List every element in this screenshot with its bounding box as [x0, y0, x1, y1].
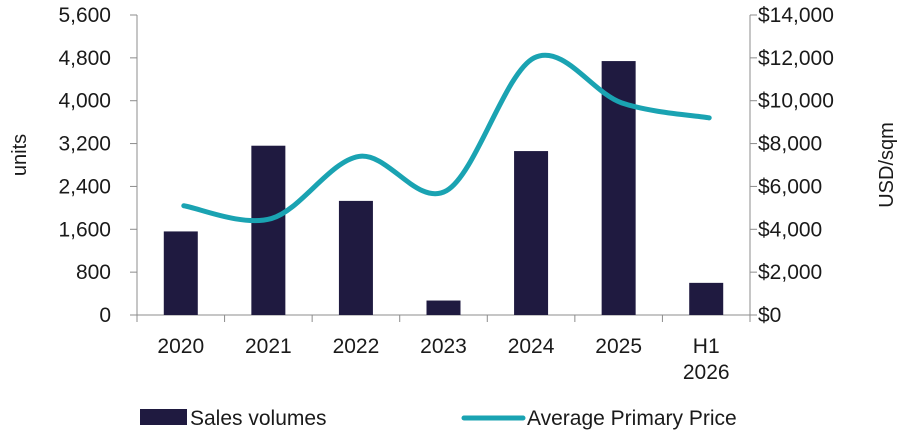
left-tick-label: 4,000 — [58, 90, 111, 113]
legend: Sales volumes Average Primary Price — [140, 407, 737, 430]
y-right-axis-title: USD/sqm — [876, 122, 898, 208]
bar-2023 — [426, 300, 461, 315]
right-tick-label: $12,000 — [758, 47, 834, 70]
y-left-axis-title: units — [9, 134, 31, 176]
bar-2024 — [514, 151, 549, 315]
left-tick-label: 0 — [99, 304, 111, 327]
x-tick-label: 2020 — [157, 335, 204, 358]
x-tick-label: 2025 — [595, 335, 642, 358]
legend-label-sales-volumes: Sales volumes — [190, 407, 327, 430]
right-tick-label: $8,000 — [758, 133, 822, 156]
bar-h1-2026 — [689, 282, 724, 315]
price-line — [181, 52, 712, 224]
bar-2020 — [163, 231, 198, 315]
right-tick-label: $10,000 — [758, 90, 834, 113]
right-tick-label: $2,000 — [758, 261, 822, 284]
left-tick-label: 800 — [76, 261, 111, 284]
bar-2021 — [251, 145, 286, 315]
bar-2022 — [338, 200, 373, 315]
right-tick-label: $0 — [758, 304, 781, 327]
left-tick-label: 1,600 — [58, 218, 111, 241]
x-tick-label: 2022 — [333, 335, 380, 358]
x-tick-label: H1 2026 — [683, 335, 730, 384]
line-group — [181, 52, 712, 224]
right-tick-label: $4,000 — [758, 218, 822, 241]
axes-group: 0 800 1,600 2,400 3,200 4,000 4,800 5,600 $0 $2,0… — [9, 4, 898, 384]
left-tick-label: 5,600 — [58, 4, 111, 27]
left-tick-label: 4,800 — [58, 47, 111, 70]
legend-label-average-primary-price: Average Primary Price — [527, 407, 737, 430]
legend-swatch-sales-volumes — [140, 409, 187, 425]
x-tick-label: 2024 — [508, 335, 555, 358]
right-tick-label: $14,000 — [758, 4, 834, 27]
left-tick-label: 2,400 — [58, 175, 111, 198]
bars-group — [163, 61, 724, 316]
x-tick-label: 2021 — [245, 335, 292, 358]
right-tick-label: $6,000 — [758, 175, 822, 198]
x-tick-label: 2023 — [420, 335, 467, 358]
left-tick-label: 3,200 — [58, 133, 111, 156]
